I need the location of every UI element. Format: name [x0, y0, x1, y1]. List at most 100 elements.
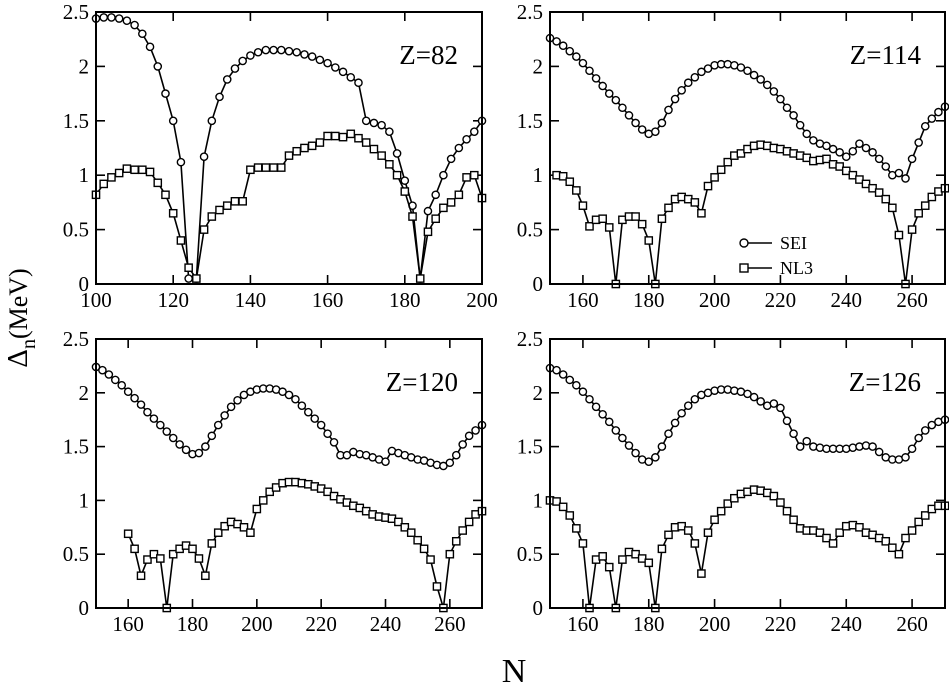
panel-1-nl3-point — [253, 163, 263, 172]
panel-2-sei-point — [657, 118, 667, 128]
panel-2-sei-point — [618, 103, 627, 113]
panel-3-sei-point — [117, 380, 127, 390]
panel-2-sei-point — [664, 105, 673, 115]
panel-2-sei-point — [782, 103, 792, 113]
panel-2-nl3-point — [736, 149, 746, 158]
panel-2-nl3-point — [868, 183, 877, 193]
panel-1-sei-point — [400, 176, 410, 185]
panel-3-sei-point — [201, 442, 210, 451]
panel-3-sei-point — [143, 407, 152, 417]
panel-2-sei-point — [631, 118, 640, 128]
panel-3-sei-point — [104, 370, 114, 379]
panel-1-nl3-point — [153, 178, 163, 188]
panel-1-xtick-label: 140 — [235, 288, 267, 312]
panel-1-sei-point — [431, 190, 440, 200]
panel-1-nl3-point — [415, 274, 425, 283]
panel-4-nl3-point — [881, 536, 891, 546]
panel-4-nl3-point — [769, 491, 779, 501]
panel-1-sei-point — [392, 149, 402, 158]
panel-1-sei-point — [462, 134, 471, 144]
panel-2-nl3-point — [874, 188, 884, 197]
panel-2-nl3-point — [710, 173, 719, 182]
panel-4-sei-point — [782, 416, 792, 426]
panel-3-sei-point — [291, 394, 300, 404]
panel-4-xtick-label: 160 — [567, 612, 599, 636]
panel-1-sei-point — [207, 116, 217, 126]
y-axis-label-main: Δ — [2, 349, 34, 368]
panel-3-sei-point — [464, 431, 474, 441]
panel-2-nl3-point — [723, 157, 733, 167]
panel-1-nl3-point — [423, 227, 433, 237]
panel-2-nl3-point — [697, 208, 706, 218]
panel-4: 0 0.5 1 1.5 2 2.5 160 180 200 220 240 260 Z=126 — [517, 327, 949, 636]
panel-1-sei-point — [253, 47, 263, 57]
panel-3-sei-point — [303, 407, 313, 417]
panel-1-sei-point — [215, 92, 224, 102]
panel-2-nl3-point — [716, 165, 726, 175]
panel-1-sei-point — [99, 13, 109, 22]
panel-4-xtick-label: 240 — [831, 612, 863, 636]
panel-2-nl3-point — [894, 230, 904, 240]
panel-3-nl3-point — [201, 571, 210, 581]
panel-1-nl3-point — [199, 225, 209, 234]
panel-2-sei-point — [920, 121, 930, 131]
panel-3-xtick-label: 200 — [241, 612, 273, 636]
panel-1-sei-point — [168, 116, 178, 126]
panel-1-sei-point — [276, 45, 286, 55]
panel-4-sei-point — [690, 394, 700, 404]
panel-1-nl3-point — [446, 198, 456, 207]
panel-4-sei-point — [598, 410, 607, 419]
panel-1-sei-point — [284, 46, 294, 56]
panel-1-nl3-point — [207, 212, 217, 221]
panel-1-nl3-point — [331, 131, 340, 141]
panel-3-nl3-point — [220, 521, 229, 531]
panel-3-sei-point — [233, 396, 242, 405]
panel-1-sei-point — [323, 58, 332, 68]
panel-3-sei-point — [175, 440, 184, 449]
panel-1-xtick-label: 100 — [80, 288, 112, 312]
panel-1-ytick-label: 2 — [79, 54, 90, 78]
panel-2-nl3-point — [927, 192, 937, 202]
panel-2-nl3-point — [881, 194, 891, 204]
panel-3-sei-point — [136, 400, 146, 409]
panel-1-sei-point — [369, 118, 379, 128]
panel-4-sei-point — [907, 444, 917, 454]
panel-2-nl3-point — [558, 171, 568, 181]
panel-2-sei-point — [934, 107, 943, 117]
panel-2-nl3-point — [822, 154, 831, 164]
panel-4-sei-point — [657, 442, 667, 451]
panel-4-sei-point — [578, 387, 588, 397]
panel-4-nl3-point — [776, 498, 785, 507]
panel-2: 0 0.5 1 1.5 2 2.5 160 180 200 220 240 260 Z=114 — [517, 0, 949, 312]
panel-3-ytick-label: 2.5 — [63, 327, 89, 351]
panel-4-sei-point — [920, 426, 930, 435]
panel-2-sei-point — [736, 63, 746, 72]
panel-2-sei-point — [901, 174, 910, 183]
panel-1-sei-point — [423, 206, 433, 216]
panel-4-ytick-label: 0 — [533, 596, 544, 620]
panel-4-sei-point — [572, 380, 581, 390]
panel-1-nl3-point — [292, 146, 302, 156]
panel-1-nl3-point — [369, 144, 379, 154]
legend-sei-marker — [739, 238, 749, 248]
panel-3-ytick-label: 0.5 — [63, 542, 89, 566]
panel-4-nl3-point — [644, 558, 654, 568]
panel-2-sei-point — [624, 111, 634, 120]
panel-2-sei-point — [861, 143, 871, 153]
panel-3-nl3-point — [252, 504, 262, 514]
panel-4-sei-point — [927, 420, 937, 430]
panel-3-nl3-point — [136, 571, 146, 581]
panel-3-nl3-point — [426, 555, 435, 564]
panel-4-nl3-point — [888, 543, 897, 553]
panel-4-nl3-point — [723, 499, 733, 508]
panel-4-nl3-point — [789, 515, 798, 525]
panel-4-nl3-point — [901, 533, 910, 543]
panel-1-nl3-point — [176, 236, 186, 245]
legend: SEI NL3 — [739, 233, 813, 278]
panel-4-nl3-point — [703, 528, 713, 537]
panel-4-nl3-point — [572, 524, 581, 533]
panel-1-sei-point — [261, 45, 271, 55]
x-axis-label: N — [502, 653, 527, 689]
panel-1-sei-point — [246, 51, 255, 60]
panel-4-xtick-label: 220 — [765, 612, 797, 636]
